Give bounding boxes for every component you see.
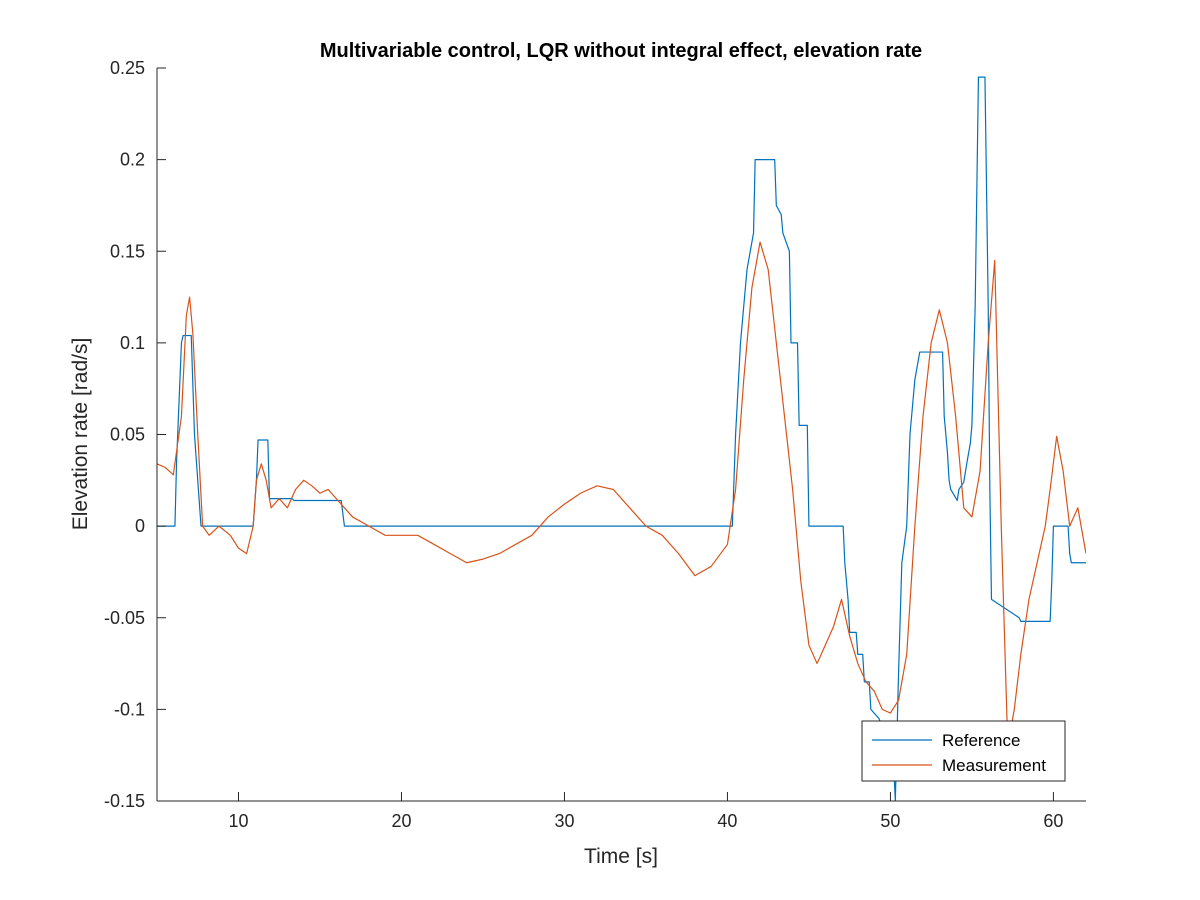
y-tick-label: -0.1 — [114, 699, 145, 719]
series-layer — [157, 76, 1086, 801]
y-tick-label: -0.15 — [104, 791, 145, 811]
legend-label-measurement: Measurement — [942, 756, 1046, 775]
x-axis-label: Time [s] — [584, 845, 658, 868]
y-tick-label: 0.15 — [110, 241, 145, 261]
x-tick-label: 50 — [880, 811, 900, 831]
y-tick-label: 0.2 — [120, 150, 145, 170]
plot-area: 10 20 30 40 50 60 -0.15 -0.1 -0.05 0 0.05 0.1 0.15 0.… — [104, 58, 1086, 831]
series-line-measurement — [157, 241, 1086, 747]
y-axis-label: Elevation rate [rad/s] — [69, 338, 92, 531]
legend-label-reference: Reference — [942, 731, 1020, 750]
x-tick-label: 30 — [554, 811, 574, 831]
y-tick-label: -0.05 — [104, 608, 145, 628]
x-tick-label: 20 — [391, 811, 411, 831]
y-tick-label: 0.1 — [120, 333, 145, 353]
axes-layer: 10 20 30 40 50 60 -0.15 -0.1 -0.05 0 0.05 0.1 0.15 0.… — [104, 58, 1086, 831]
x-tick-label: 60 — [1043, 811, 1063, 831]
legend-box — [861, 720, 1066, 782]
x-tick-label: 40 — [717, 811, 737, 831]
series-line-reference — [157, 76, 1086, 801]
y-tick-label: 0 — [135, 516, 145, 536]
y-tick-label: 0.25 — [110, 58, 145, 78]
x-tick-label: 10 — [228, 811, 248, 831]
legend[interactable]: Reference Measurement — [861, 720, 1066, 782]
y-tick-label: 0.05 — [110, 425, 145, 445]
chart-title: Multivariable control, LQR without integ… — [320, 40, 922, 62]
